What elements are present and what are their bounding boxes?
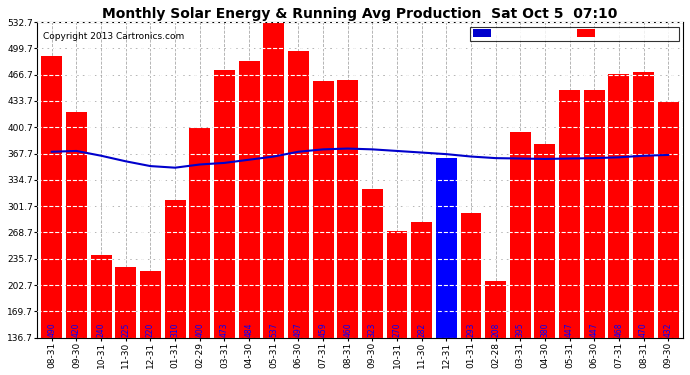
Bar xyxy=(263,19,284,338)
Text: 282: 282 xyxy=(417,322,426,337)
Text: 310: 310 xyxy=(170,322,179,337)
Text: 484: 484 xyxy=(244,322,253,337)
Bar xyxy=(288,51,309,338)
Bar xyxy=(165,200,186,338)
Bar xyxy=(189,128,210,338)
Text: 270: 270 xyxy=(393,322,402,337)
Text: 208: 208 xyxy=(491,322,500,337)
Bar xyxy=(313,81,333,338)
Bar xyxy=(559,90,580,338)
Text: 490: 490 xyxy=(48,322,57,337)
Text: 468: 468 xyxy=(614,322,624,337)
Text: 225: 225 xyxy=(121,322,130,337)
Text: 380: 380 xyxy=(540,322,549,337)
Bar xyxy=(633,72,654,338)
Bar xyxy=(362,189,383,338)
Bar xyxy=(214,70,235,338)
Bar xyxy=(337,80,358,338)
Bar xyxy=(386,231,408,338)
Bar xyxy=(90,255,112,338)
Bar xyxy=(584,90,604,338)
Text: 395: 395 xyxy=(516,322,525,337)
Bar xyxy=(436,159,457,338)
Text: 420: 420 xyxy=(72,322,81,337)
Bar xyxy=(66,112,87,338)
Text: 473: 473 xyxy=(220,322,229,337)
Text: 537: 537 xyxy=(269,322,278,337)
Bar xyxy=(41,56,62,338)
Text: 323: 323 xyxy=(368,322,377,337)
Text: 447: 447 xyxy=(565,322,574,337)
Bar xyxy=(658,102,679,338)
Bar xyxy=(535,144,555,338)
Text: 497: 497 xyxy=(294,322,303,337)
Bar xyxy=(115,267,136,338)
Text: 240: 240 xyxy=(97,322,106,337)
Bar xyxy=(140,271,161,338)
Bar xyxy=(411,222,432,338)
Text: 400: 400 xyxy=(195,322,204,337)
Text: 432: 432 xyxy=(664,322,673,337)
Title: Monthly Solar Energy & Running Avg Production  Sat Oct 5  07:10: Monthly Solar Energy & Running Avg Produ… xyxy=(102,7,618,21)
Bar xyxy=(485,281,506,338)
Text: Copyright 2013 Cartronics.com: Copyright 2013 Cartronics.com xyxy=(43,32,185,40)
Bar xyxy=(239,61,259,338)
Text: 220: 220 xyxy=(146,322,155,337)
Bar xyxy=(609,74,629,338)
Bar xyxy=(510,132,531,338)
Text: 470: 470 xyxy=(639,322,648,337)
Text: 447: 447 xyxy=(590,322,599,337)
Legend: Average  (kWh), Monthly  (kWh): Average (kWh), Monthly (kWh) xyxy=(470,27,678,41)
Text: 293: 293 xyxy=(466,322,475,337)
Text: 361.569: 361.569 xyxy=(442,305,451,337)
Bar xyxy=(460,213,482,338)
Text: 459: 459 xyxy=(319,322,328,337)
Text: 460: 460 xyxy=(343,322,352,337)
